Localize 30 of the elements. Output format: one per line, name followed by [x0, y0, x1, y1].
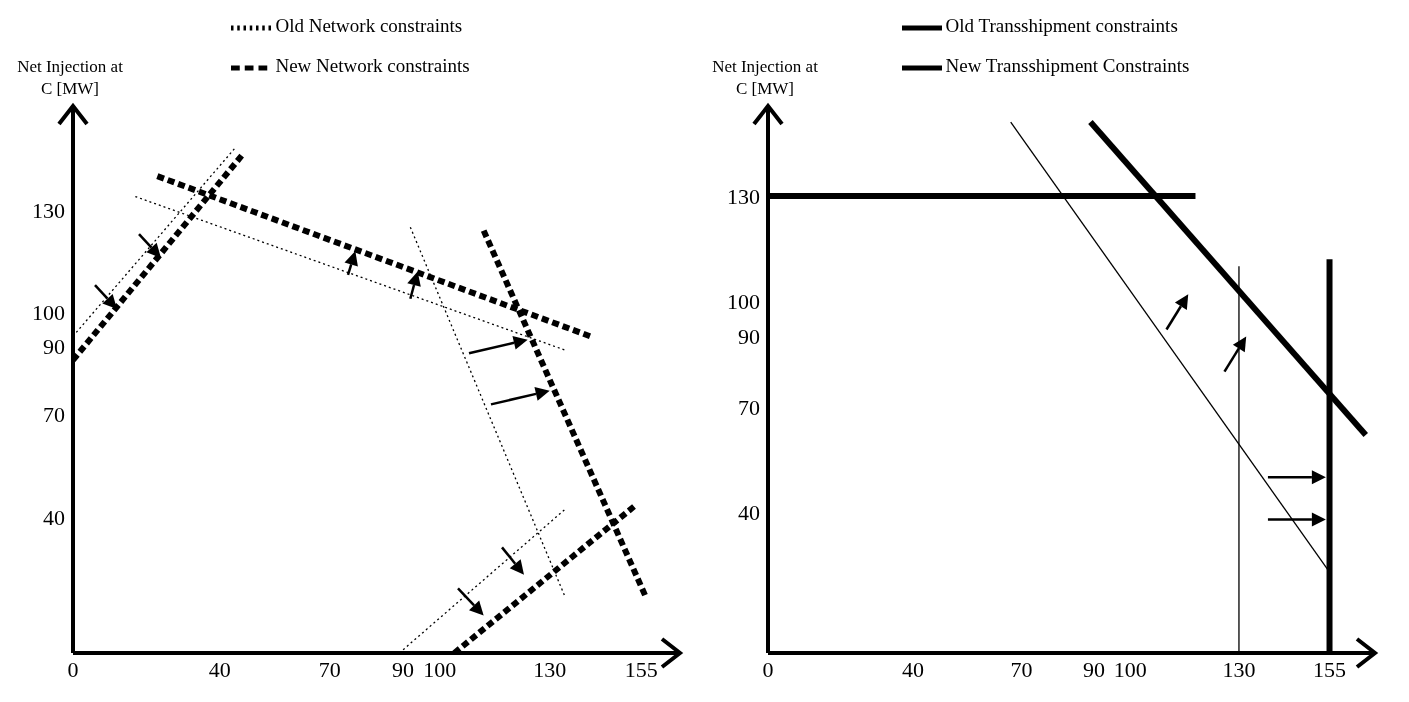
- y-axis-title: Net Injection at C [MW]: [711, 56, 819, 100]
- y-tick-label: 130: [32, 198, 65, 223]
- legend-label: Old Network constraints: [275, 15, 463, 37]
- y-tick-label: 100: [727, 289, 760, 315]
- legend-label: New Network constraints: [275, 55, 470, 77]
- x-tick-label: 70: [318, 656, 341, 682]
- x-tick-label: 90: [1083, 656, 1106, 682]
- y-axis-title: Net Injection at C [MW]: [16, 56, 124, 100]
- x-tick-label: 70: [1010, 656, 1033, 682]
- y-tick-label: 90: [43, 334, 65, 360]
- y-tick-label: 130: [727, 183, 760, 209]
- x-tick-label: 155: [1313, 656, 1347, 682]
- x-tick-label: 40: [208, 656, 231, 682]
- x-tick-label: 40: [901, 656, 924, 682]
- y-tick-label: 90: [738, 324, 760, 350]
- x-tick-label: 100: [423, 656, 457, 682]
- x-tick-label: 130: [533, 656, 567, 682]
- legend-label: New Transshipment Constraints: [945, 55, 1190, 77]
- legend-label: Old Transshipment constraints: [945, 15, 1178, 37]
- x-tick-label: 130: [1222, 656, 1256, 682]
- x-tick-label: 155: [624, 656, 658, 682]
- x-tick-label: 0: [67, 656, 79, 682]
- y-tick-label: 100: [32, 300, 65, 326]
- y-tick-label: 70: [738, 394, 760, 420]
- x-tick-label: 0: [762, 656, 774, 682]
- y-tick-label: 70: [43, 402, 65, 428]
- y-tick-label: 40: [738, 500, 760, 526]
- x-tick-label: 100: [1113, 656, 1147, 682]
- y-tick-label: 40: [43, 504, 65, 530]
- x-tick-label: 90: [392, 656, 414, 682]
